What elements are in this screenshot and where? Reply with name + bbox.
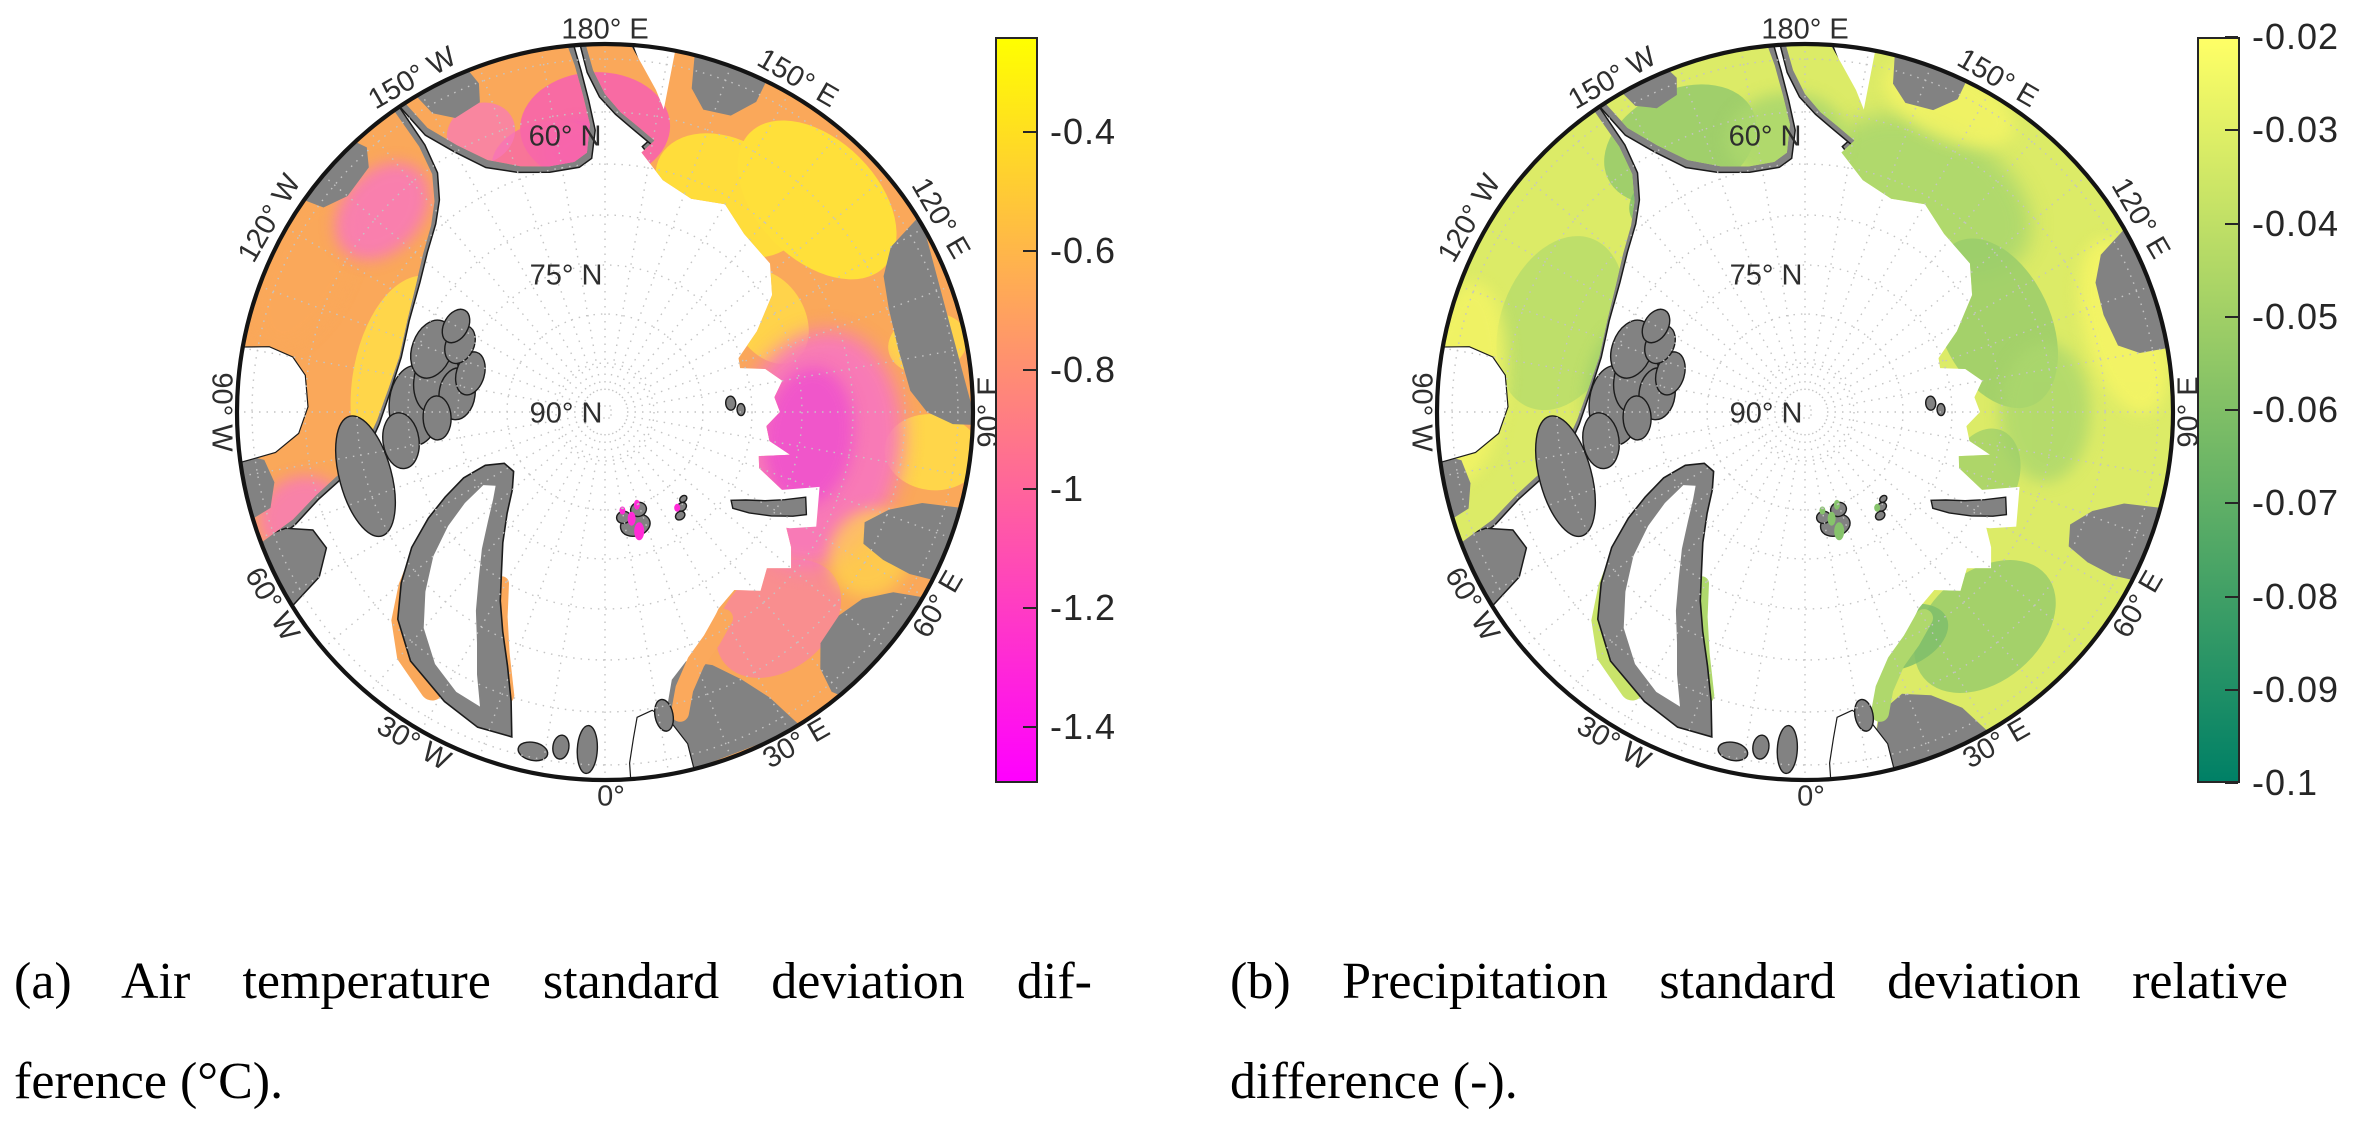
colorbar-tick-label: -0.04 <box>2252 202 2340 244</box>
colorbar-tick-label: -0.08 <box>2252 575 2340 617</box>
parallel-label-b-2: 90° N <box>1730 398 1803 430</box>
map-a-content <box>237 44 973 780</box>
meridian-label-b-9: 90° W <box>1405 372 1437 452</box>
caption-a-line1: (a) Air temperature standard deviation d… <box>14 953 1092 1010</box>
meridian-label-a-0: 180° E <box>561 14 648 46</box>
colorbar-tick-label: -0.1 <box>2252 762 2319 803</box>
caption-panel-b: (b) Precipitation standard deviation rel… <box>1230 932 2288 1126</box>
graticule <box>239 46 971 778</box>
caption-a-line2: ference (°C). <box>14 1053 284 1110</box>
colorbar-tick-label: -0.09 <box>2252 668 2340 710</box>
caption-b-line1: (b) Precipitation standard deviation rel… <box>1230 953 2288 1010</box>
graticule <box>1439 46 2171 778</box>
parallel-label-a-2: 90° N <box>530 398 603 430</box>
caption-b-line2: difference (-). <box>1230 1053 1518 1110</box>
map-b-content <box>1437 44 2173 780</box>
parallel-label-b-1: 75° N <box>1730 260 1803 292</box>
colorbar-tick-label: -0.6 <box>1050 230 1117 272</box>
colorbar-tick-label: -0.03 <box>2252 109 2340 151</box>
colorbar-tick-label: -1.4 <box>1050 706 1117 748</box>
colorbar-b <box>2197 37 2240 783</box>
parallel-label-a-0: 60° N <box>529 121 602 153</box>
meridian-label-a-6: 0° <box>597 781 625 812</box>
parallel-label-a-1: 75° N <box>530 260 603 292</box>
map-outer-circle <box>234 41 976 783</box>
meridian-label-b-0: 180° E <box>1761 14 1848 46</box>
colorbar-tick-label: -0.4 <box>1050 111 1117 153</box>
colorbar-tick-label: -0.05 <box>2252 295 2340 337</box>
colorbar-tick-label: -0.8 <box>1050 349 1117 391</box>
colorbar-tick-label: -0.06 <box>2252 389 2340 430</box>
colorbar-a <box>995 37 1038 783</box>
colorbar-tick-label: -1.2 <box>1050 587 1117 629</box>
caption-panel-a: (a) Air temperature standard deviation d… <box>14 932 1092 1126</box>
colorbar-tick-label: -1 <box>1050 468 1085 510</box>
colorbar-tick-label: -0.02 <box>2252 16 2340 57</box>
colorbar-tick-label: -0.07 <box>2252 482 2340 524</box>
map-outer-circle <box>1434 41 2176 783</box>
meridian-label-a-9: 90° W <box>205 372 237 452</box>
meridian-label-b-6: 0° <box>1797 781 1825 812</box>
parallel-label-b-0: 60° N <box>1729 121 1802 153</box>
